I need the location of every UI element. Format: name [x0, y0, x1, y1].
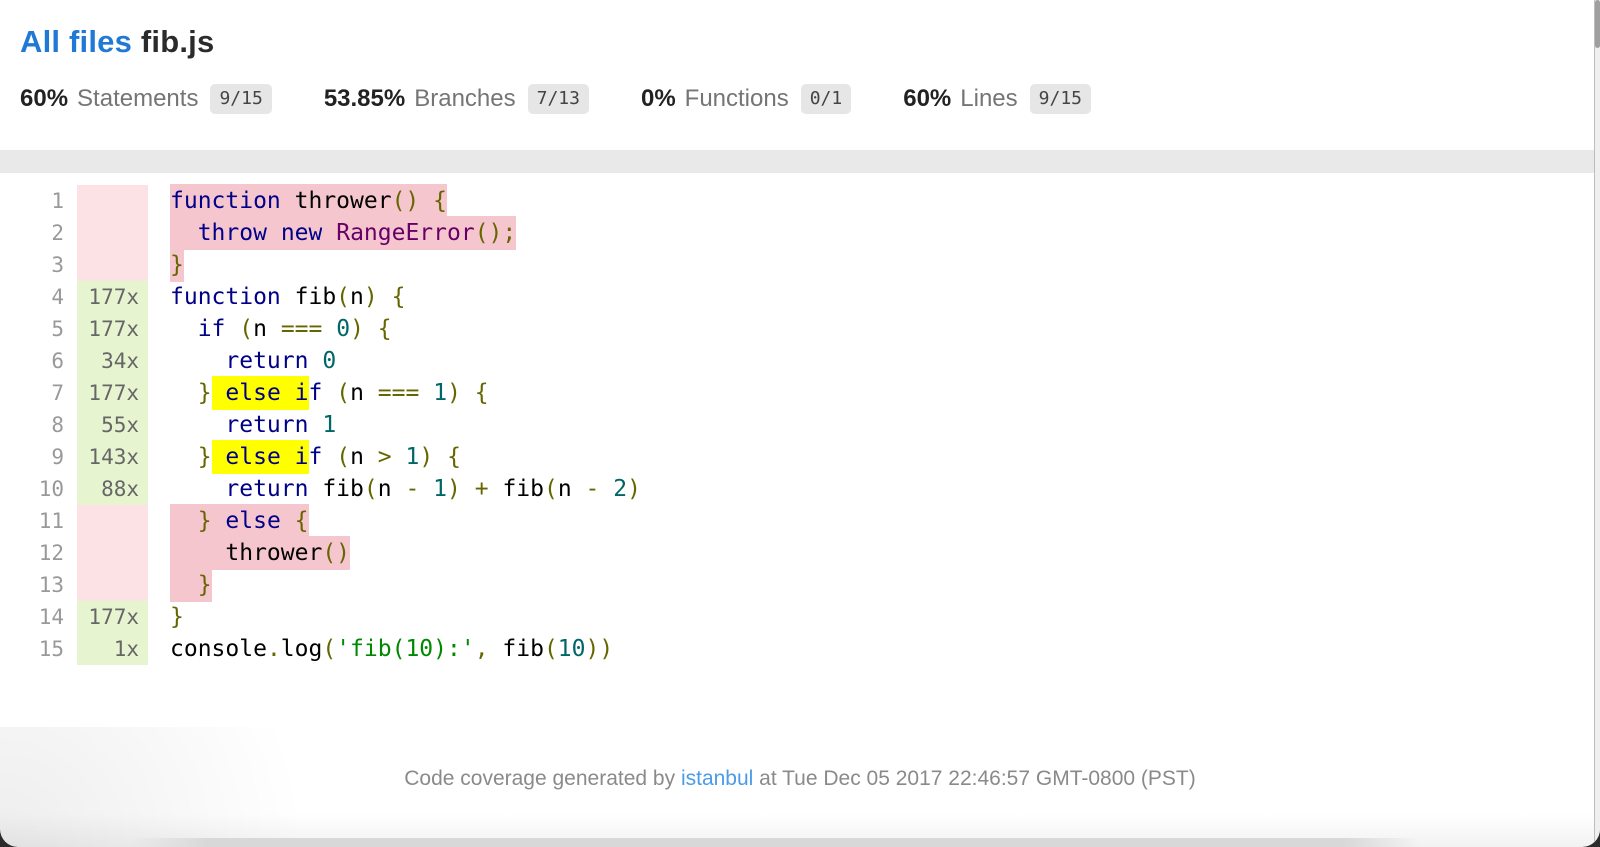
- report-header: All files fib.js: [0, 0, 1600, 60]
- footer-text-suffix: at Tue Dec 05 2017 22:46:57 GMT-0800 (PS…: [753, 767, 1196, 790]
- breadcrumb-all-files-link[interactable]: All files: [20, 24, 133, 59]
- code-line: 4 177x function fib(n) {: [0, 281, 1600, 313]
- report-footer: Code coverage generated by istanbul at T…: [0, 767, 1600, 791]
- line-number: 14: [38, 605, 64, 629]
- hit-count: 88x: [77, 473, 148, 505]
- source-line-text: console.log('fib(10):', fib(10)): [170, 636, 614, 662]
- statements-fraction-badge: 9/15: [210, 84, 272, 114]
- lines-fraction-badge: 9/15: [1029, 84, 1092, 114]
- code-line: 14 177x}: [0, 601, 1600, 633]
- code-line: 5 177x if (n === 0) {: [0, 313, 1600, 345]
- breadcrumb-file-name: fib.js: [140, 24, 215, 59]
- branches-percentage: 53.85%: [323, 85, 406, 112]
- functions-fraction-badge: 0/1: [800, 84, 852, 114]
- hit-count: 143x: [77, 441, 148, 473]
- hit-count: [77, 569, 148, 601]
- source-line-text: }: [148, 248, 184, 282]
- functions-percentage: 0%: [640, 85, 676, 112]
- line-number: 13: [38, 573, 64, 597]
- source-line-text: return 1: [225, 412, 337, 438]
- source-line-text: return 0: [225, 348, 337, 374]
- breadcrumb-separator: [132, 24, 141, 59]
- code-line: 9 143x } else if (n > 1) {: [0, 440, 1600, 474]
- line-number: 10: [38, 477, 64, 501]
- code-line: 15 1x console.log('fib(10):', fib(10)): [0, 633, 1600, 665]
- lines-percentage: 60%: [903, 85, 952, 112]
- code-line: 2 throw new RangeError();: [0, 216, 1600, 250]
- page-title: All files fib.js: [20, 24, 1580, 60]
- line-number: 11: [38, 509, 64, 533]
- footer-text-prefix: Code coverage generated by: [404, 767, 681, 790]
- line-number: 7: [51, 381, 64, 405]
- branches-label: Branches: [414, 85, 516, 112]
- vertical-scrollbar-track[interactable]: [1594, 0, 1600, 847]
- code-line: 1 function thrower() {: [0, 184, 1600, 218]
- code-line: 8 55x return 1: [0, 409, 1600, 441]
- hit-count: 177x: [77, 377, 148, 409]
- hit-count: [77, 217, 148, 249]
- source-line-text: if (n === 0) {: [197, 316, 392, 342]
- line-number: 8: [51, 413, 64, 437]
- statements-percentage: 60%: [20, 85, 69, 112]
- source-line-text: throw new RangeError();: [148, 216, 517, 250]
- metric-statements: 60% Statements 9/15: [20, 84, 272, 114]
- line-number: 4: [51, 285, 64, 309]
- hit-count: [77, 249, 148, 281]
- source-line-text: function thrower() {: [148, 184, 447, 218]
- source-line-text: } else if (n > 1) {: [148, 440, 461, 474]
- hit-count: [77, 185, 148, 217]
- line-number: 15: [38, 637, 64, 661]
- line-number: 5: [51, 317, 64, 341]
- line-number: 9: [51, 445, 64, 469]
- metric-branches: 53.85% Branches 7/13: [324, 84, 589, 114]
- line-number: 1: [51, 189, 64, 213]
- hit-count: 34x: [77, 345, 148, 377]
- source-line-text: } else {: [148, 504, 309, 538]
- hit-count: 1x: [77, 633, 148, 665]
- line-number: 6: [51, 349, 64, 373]
- bottom-fade: [0, 813, 1600, 847]
- line-number: 12: [38, 541, 64, 565]
- code-line: 6 34x return 0: [0, 345, 1600, 377]
- code-line: 3}: [0, 248, 1600, 282]
- functions-label: Functions: [684, 85, 789, 112]
- metric-lines: 60% Lines 9/15: [903, 84, 1092, 114]
- code-rows: 1 function thrower() {2 throw new RangeEr…: [0, 184, 1600, 665]
- coverage-metrics-row: 60% Statements 9/15 53.85% Branches 7/13…: [20, 84, 1600, 114]
- hit-count: [77, 505, 148, 537]
- lines-label: Lines: [960, 85, 1018, 112]
- hit-count: 55x: [77, 409, 148, 441]
- source-line-text: return fib(n - 1) + fib(n - 2): [225, 476, 641, 502]
- hit-count: 177x: [77, 281, 148, 313]
- line-number: 3: [51, 253, 64, 277]
- source-code-view: 1 function thrower() {2 throw new RangeEr…: [0, 184, 1600, 665]
- line-number: 2: [51, 221, 64, 245]
- source-line-text: thrower(): [148, 536, 351, 570]
- vertical-scrollbar-thumb[interactable]: [1595, 0, 1600, 48]
- code-line: 11 } else {: [0, 504, 1600, 538]
- source-line-text: function fib(n) {: [170, 284, 406, 310]
- source-line-text: }: [148, 568, 212, 602]
- hit-count: [77, 537, 148, 569]
- branches-fraction-badge: 7/13: [527, 84, 589, 114]
- source-line-text: } else if (n === 1) {: [148, 376, 489, 410]
- hit-count: 177x: [77, 313, 148, 345]
- code-line: 7 177x } else if (n === 1) {: [0, 376, 1600, 410]
- code-line: 13 }: [0, 568, 1600, 602]
- status-line: [0, 150, 1600, 173]
- source-line-text: }: [170, 604, 184, 630]
- metric-functions: 0% Functions 0/1: [640, 84, 852, 114]
- statements-label: Statements: [77, 85, 199, 112]
- window-bottom-edge: [130, 838, 1420, 847]
- code-line: 12 thrower(): [0, 536, 1600, 570]
- istanbul-link[interactable]: istanbul: [680, 767, 754, 790]
- hit-count: 177x: [77, 601, 148, 633]
- code-line: 10 88x return fib(n - 1) + fib(n - 2): [0, 473, 1600, 505]
